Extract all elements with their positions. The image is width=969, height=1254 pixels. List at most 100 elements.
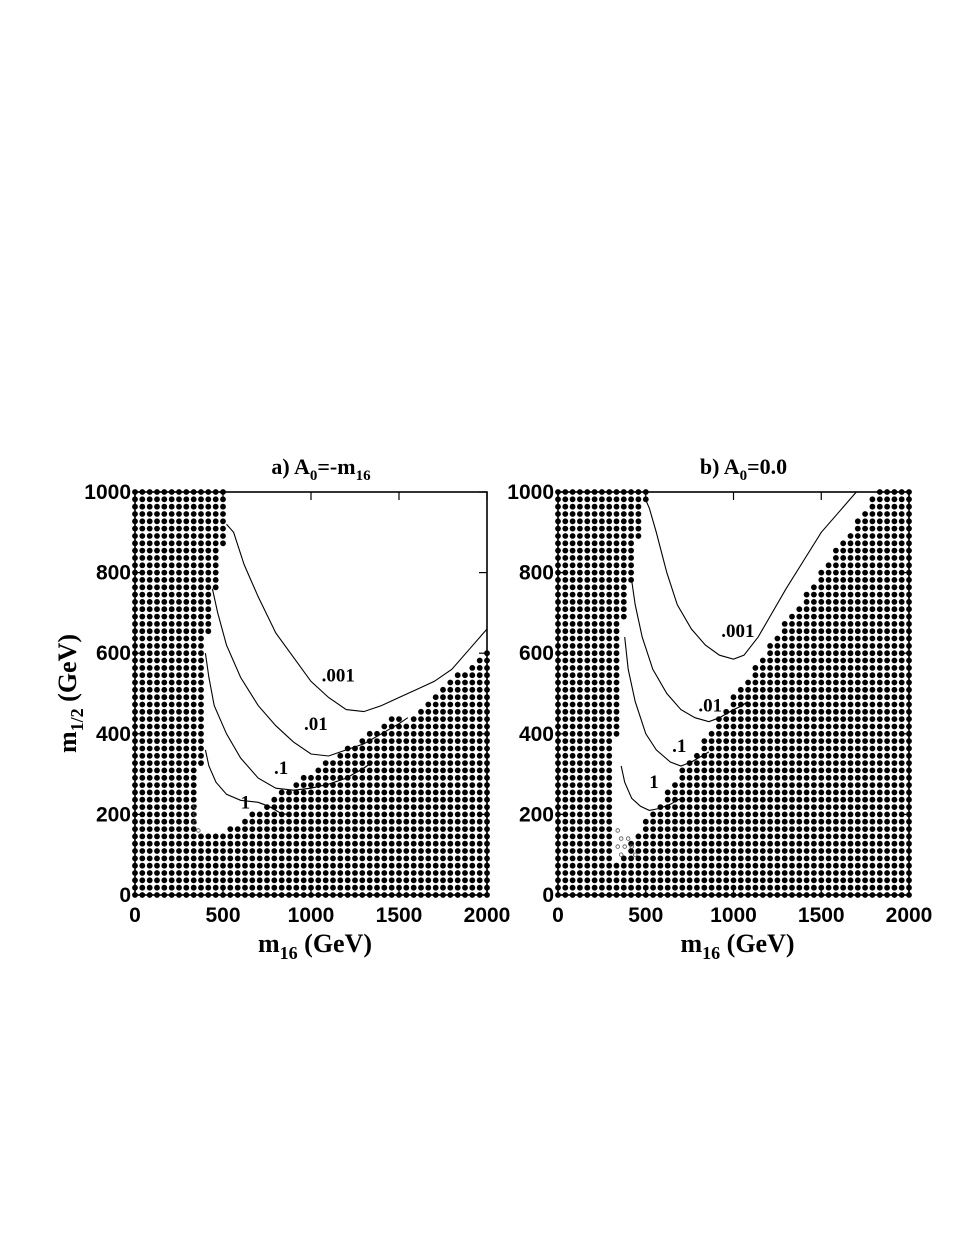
- excluded-point: [591, 547, 598, 554]
- excluded-point: [577, 562, 583, 569]
- excluded-point: [440, 826, 446, 832]
- excluded-point: [840, 591, 847, 598]
- excluded-point: [759, 826, 766, 832]
- excluded-point: [854, 525, 861, 532]
- excluded-point: [898, 503, 905, 510]
- excluded-point: [818, 855, 825, 862]
- excluded-point: [403, 723, 410, 730]
- excluded-point: [825, 855, 832, 862]
- excluded-point: [176, 789, 182, 796]
- excluded-point: [811, 862, 817, 869]
- excluded-point: [146, 628, 153, 635]
- excluded-point: [686, 833, 693, 840]
- excluded-point: [161, 840, 168, 847]
- excluded-point: [767, 818, 773, 825]
- excluded-point: [249, 870, 256, 876]
- excluded-point: [847, 650, 854, 657]
- excluded-point: [803, 862, 810, 869]
- excluded-point: [256, 870, 263, 876]
- excluded-point: [300, 774, 307, 781]
- excluded-point: [789, 796, 795, 803]
- excluded-point: [432, 877, 439, 884]
- excluded-point: [212, 855, 219, 862]
- excluded-point: [322, 884, 329, 891]
- contour-p1: [624, 637, 710, 767]
- excluded-point: [613, 511, 620, 517]
- excluded-point: [176, 826, 182, 832]
- excluded-point: [767, 672, 773, 679]
- excluded-point: [403, 855, 410, 862]
- excluded-point: [869, 555, 876, 561]
- excluded-point: [146, 562, 153, 569]
- excluded-point: [139, 606, 146, 613]
- excluded-point: [818, 672, 825, 679]
- excluded-point: [161, 855, 168, 862]
- excluded-point: [139, 577, 146, 583]
- excluded-point: [876, 818, 883, 825]
- excluded-point: [264, 877, 270, 884]
- excluded-point: [708, 796, 715, 803]
- excluded-point: [161, 657, 168, 664]
- excluded-point: [300, 826, 307, 832]
- excluded-point: [891, 577, 898, 583]
- excluded-point: [891, 496, 898, 503]
- excluded-point: [825, 723, 832, 730]
- excluded-point: [183, 503, 190, 510]
- excluded-point: [891, 767, 898, 774]
- excluded-point: [876, 496, 883, 503]
- excluded-point: [584, 870, 591, 876]
- marginal-point: [619, 836, 624, 841]
- excluded-point: [352, 774, 358, 781]
- excluded-point: [606, 730, 613, 737]
- excluded-point: [599, 789, 605, 796]
- excluded-point: [862, 789, 868, 796]
- excluded-point: [862, 826, 868, 832]
- excluded-point: [679, 848, 686, 854]
- excluded-point: [891, 599, 898, 605]
- excluded-point: [198, 635, 204, 642]
- excluded-point: [613, 599, 620, 605]
- excluded-point: [869, 628, 876, 635]
- excluded-point: [789, 811, 795, 818]
- excluded-point: [884, 672, 890, 679]
- excluded-point: [139, 723, 146, 730]
- excluded-point: [745, 877, 751, 884]
- excluded-point: [591, 884, 598, 891]
- excluded-point: [462, 804, 468, 810]
- excluded-point: [440, 767, 446, 774]
- excluded-point: [730, 804, 737, 810]
- excluded-point: [418, 877, 424, 884]
- excluded-point: [854, 818, 861, 825]
- excluded-point: [183, 767, 190, 774]
- excluded-point: [198, 511, 204, 517]
- excluded-point: [737, 818, 744, 825]
- excluded-point: [308, 840, 314, 847]
- excluded-point: [781, 643, 788, 649]
- excluded-point: [161, 752, 168, 759]
- excluded-point: [146, 811, 153, 818]
- excluded-point: [161, 826, 168, 832]
- excluded-point: [847, 686, 854, 693]
- excluded-point: [825, 635, 832, 642]
- excluded-point: [374, 848, 380, 854]
- excluded-point: [330, 862, 336, 869]
- excluded-point: [337, 818, 344, 825]
- excluded-point: [569, 584, 576, 591]
- excluded-point: [869, 760, 876, 766]
- excluded-point: [796, 694, 803, 701]
- excluded-point: [803, 657, 810, 664]
- excluded-point: [447, 730, 454, 737]
- excluded-point: [212, 877, 219, 884]
- excluded-point: [606, 826, 613, 832]
- excluded-point: [869, 804, 876, 810]
- excluded-point: [569, 694, 576, 701]
- excluded-point: [672, 818, 678, 825]
- excluded-point: [679, 862, 686, 869]
- excluded-point: [264, 848, 270, 854]
- excluded-point: [818, 760, 825, 766]
- excluded-point: [891, 584, 898, 591]
- excluded-point: [440, 862, 446, 869]
- excluded-point: [642, 862, 649, 869]
- excluded-point: [891, 679, 898, 686]
- excluded-point: [869, 533, 876, 539]
